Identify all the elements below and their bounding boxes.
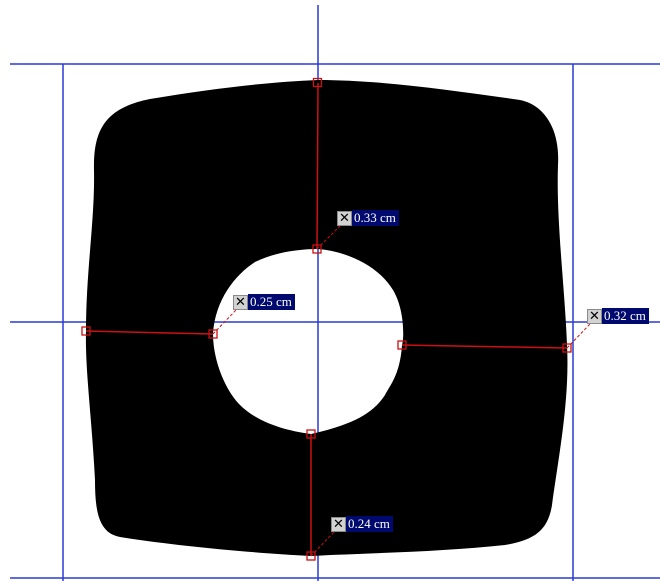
measurement-value: 0.33 cm [352,210,399,226]
measurement-label-right[interactable]: ✕ 0.32 cm [587,308,649,324]
measure-line-left[interactable] [85,330,214,335]
handle-top-end[interactable] [312,244,322,254]
part-shape [85,80,568,556]
close-icon[interactable]: ✕ [331,516,346,532]
handle-right-end[interactable] [562,343,572,353]
close-icon[interactable]: ✕ [233,294,248,310]
handle-bottom-end[interactable] [306,551,316,561]
handle-left-end[interactable] [208,329,218,339]
measure-line-right[interactable] [401,344,568,349]
close-icon[interactable]: ✕ [587,308,602,324]
measurement-lines [85,82,568,556]
measure-line-top[interactable] [316,82,319,250]
handle-top-start[interactable] [312,77,323,88]
handle-bottom-start[interactable] [306,429,316,439]
measurement-value: 0.24 cm [346,516,393,532]
measurement-label-top[interactable]: ✕ 0.33 cm [337,210,399,226]
endpoint-handles [81,77,572,561]
handle-right-start[interactable] [397,340,407,350]
measurement-value: 0.25 cm [248,294,295,310]
close-icon[interactable]: ✕ [337,210,352,226]
measurement-value: 0.32 cm [602,308,649,324]
measurement-label-bottom[interactable]: ✕ 0.24 cm [331,516,393,532]
measurement-label-left[interactable]: ✕ 0.25 cm [233,294,295,310]
handle-left-start[interactable] [81,326,91,336]
